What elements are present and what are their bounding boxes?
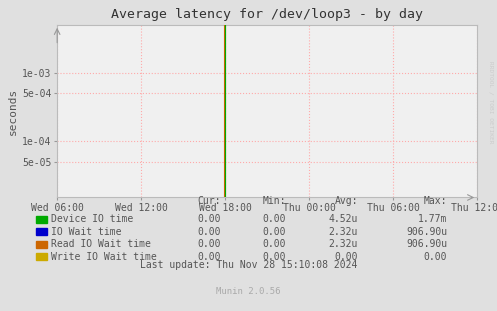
Text: Read IO Wait time: Read IO Wait time (51, 239, 151, 249)
Text: 0.00: 0.00 (334, 252, 358, 262)
Text: Max:: Max: (424, 196, 447, 206)
Title: Average latency for /dev/loop3 - by day: Average latency for /dev/loop3 - by day (111, 8, 423, 21)
Text: 906.90u: 906.90u (406, 227, 447, 237)
Text: 4.52u: 4.52u (329, 214, 358, 224)
Text: 0.00: 0.00 (198, 252, 221, 262)
Text: 0.00: 0.00 (198, 227, 221, 237)
Text: 2.32u: 2.32u (329, 239, 358, 249)
Text: 906.90u: 906.90u (406, 239, 447, 249)
Text: 1.77m: 1.77m (418, 214, 447, 224)
Text: Munin 2.0.56: Munin 2.0.56 (216, 287, 281, 296)
Text: Avg:: Avg: (334, 196, 358, 206)
Text: 0.00: 0.00 (262, 239, 286, 249)
Text: Cur:: Cur: (198, 196, 221, 206)
Text: 0.00: 0.00 (198, 239, 221, 249)
Text: 0.00: 0.00 (424, 252, 447, 262)
Text: Min:: Min: (262, 196, 286, 206)
Text: 0.00: 0.00 (262, 227, 286, 237)
Text: RRDTOOL / TOBI OETIKER: RRDTOOL / TOBI OETIKER (489, 61, 494, 144)
Text: 2.32u: 2.32u (329, 227, 358, 237)
Text: Device IO time: Device IO time (51, 214, 133, 224)
Text: 0.00: 0.00 (262, 214, 286, 224)
Y-axis label: seconds: seconds (8, 88, 18, 135)
Text: Last update: Thu Nov 28 15:10:08 2024: Last update: Thu Nov 28 15:10:08 2024 (140, 260, 357, 270)
Text: 0.00: 0.00 (198, 214, 221, 224)
Text: Write IO Wait time: Write IO Wait time (51, 252, 157, 262)
Text: IO Wait time: IO Wait time (51, 227, 121, 237)
Text: 0.00: 0.00 (262, 252, 286, 262)
